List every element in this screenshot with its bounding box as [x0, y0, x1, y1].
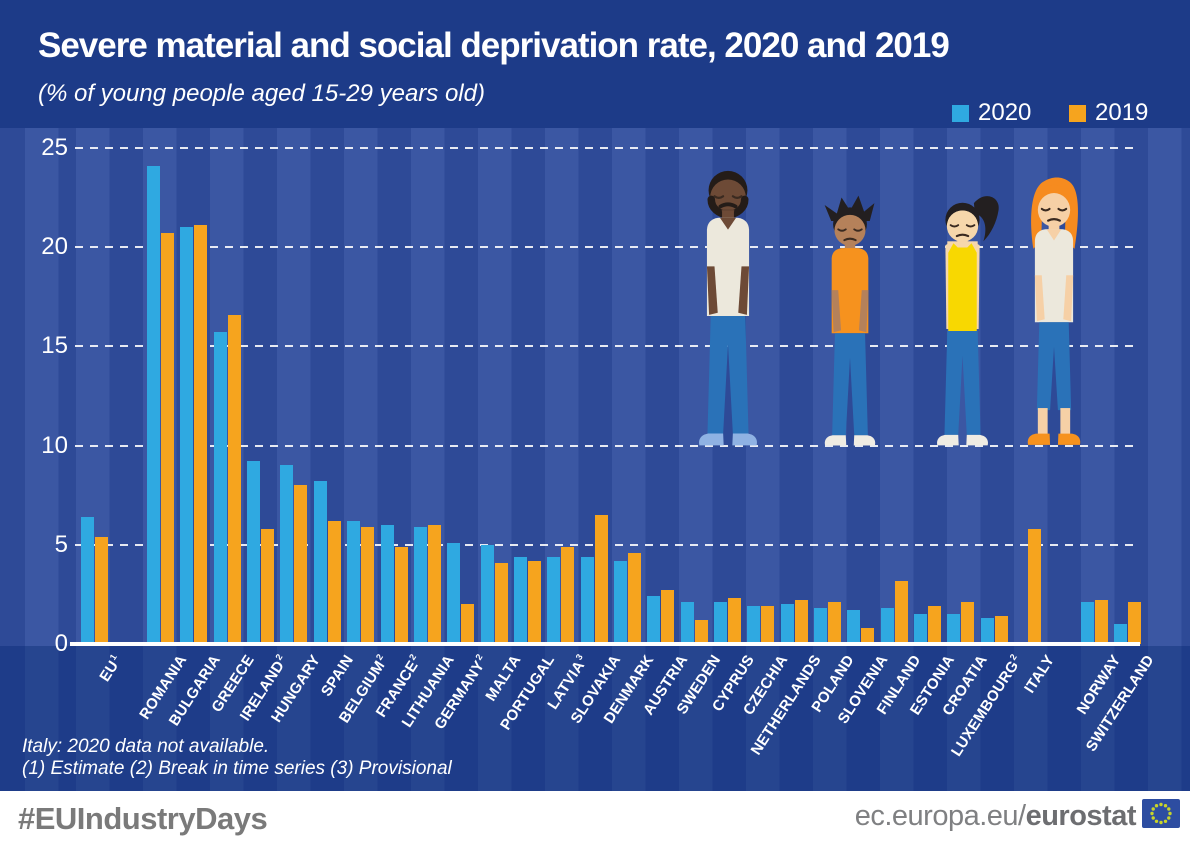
bar-2019-portugal	[527, 560, 541, 644]
url-regular-part: ec.europa.eu/	[854, 799, 1026, 832]
legend-swatch-2019	[1069, 104, 1086, 122]
y-tick-5: 5	[54, 530, 68, 558]
bar-2020-france	[380, 524, 394, 644]
bar-2019-switzerland	[1127, 602, 1141, 644]
bar-2020-croatia	[947, 614, 961, 644]
bar-2019-estonia	[928, 606, 942, 644]
bar-2019-ireland	[261, 528, 275, 644]
person-young-woman-orange-hair	[1005, 167, 1103, 458]
eu-flag-icon	[1142, 799, 1180, 833]
axis-label-striped-background	[0, 646, 1190, 791]
bar-2019-slovakia	[594, 515, 608, 644]
gridline-25	[75, 146, 1140, 149]
bar-2019-cyprus	[728, 598, 741, 644]
bar-2020-denmark	[613, 560, 627, 644]
bar-2019-hungary	[294, 485, 308, 644]
bar-2020-ireland	[247, 461, 261, 644]
page-title: Severe material and social deprivation r…	[38, 26, 950, 65]
y-tick-10: 10	[41, 431, 68, 459]
bar-2020-malta	[480, 544, 494, 645]
bar-2019-austria	[661, 590, 675, 644]
page-subtitle: (% of young people aged 15-29 years old)	[38, 80, 485, 107]
bar-2020-lithuania	[413, 526, 427, 644]
y-tick-15: 15	[41, 332, 68, 360]
bar-2019-greece	[227, 314, 241, 644]
y-tick-25: 25	[41, 133, 68, 161]
bar-2019-latvia	[561, 546, 575, 644]
gridline-10	[75, 444, 1140, 447]
bar-2019-luxembourg	[994, 616, 1008, 644]
bar-2019-poland	[828, 602, 841, 644]
person-girl-ponytail	[915, 186, 1010, 458]
bar-2020-slovenia	[847, 610, 861, 644]
footer-branding: ec.europa.eu/eurostat	[855, 799, 1180, 833]
bar-2019-denmark	[627, 552, 641, 644]
eurostat-url: ec.europa.eu/eurostat	[854, 799, 1137, 833]
bar-2019-malta	[494, 562, 508, 644]
bar-2019-romania	[161, 233, 174, 644]
bar-2019-croatia	[961, 602, 975, 644]
bar-2020-slovakia	[580, 556, 594, 644]
bar-2019-france	[394, 546, 408, 644]
bar-2019-czechia	[761, 606, 775, 644]
bar-2019-netherlands	[794, 600, 808, 644]
bar-2020-spain	[313, 481, 327, 644]
footnote-flags: (1) Estimate (2) Break in time series (3…	[22, 758, 452, 779]
bar-2020-netherlands	[780, 604, 794, 644]
legend-swatch-2020	[952, 104, 969, 122]
bar-2019-slovenia	[861, 628, 875, 644]
bar-2019-eu	[94, 536, 108, 644]
bar-2020-austria	[647, 596, 661, 644]
y-tick-0: 0	[54, 630, 68, 657]
bar-2020-bulgaria	[180, 227, 194, 644]
bar-2020-hungary	[280, 465, 294, 645]
legend-item-2019: 2019	[1069, 99, 1148, 127]
url-bold-part: eurostat	[1025, 799, 1137, 832]
bar-2019-spain	[327, 520, 341, 644]
bar-2020-switzerland	[1113, 624, 1127, 644]
gridline-5	[75, 543, 1140, 546]
y-tick-20: 20	[41, 233, 68, 260]
bar-2020-norway	[1080, 602, 1094, 644]
bar-2020-eu	[80, 517, 94, 644]
gridline-15	[75, 345, 1140, 348]
person-teen-boy-spiky-hair	[803, 191, 897, 458]
bar-2020-czechia	[747, 606, 761, 644]
bar-2019-germany	[461, 604, 475, 644]
bar-2020-estonia	[914, 614, 928, 644]
bar-2020-romania	[147, 165, 160, 644]
legend-label-2020: 2020	[978, 99, 1032, 126]
bar-2019-lithuania	[427, 524, 441, 644]
bar-2020-germany	[447, 542, 461, 644]
bar-2020-sweden	[680, 602, 694, 644]
footer-strip	[0, 791, 1190, 842]
bar-2020-latvia	[547, 556, 561, 644]
legend-item-2020: 2020	[952, 99, 1031, 127]
bar-2020-cyprus	[714, 602, 727, 644]
bar-2020-luxembourg	[980, 618, 994, 644]
bar-2019-norway	[1094, 600, 1108, 644]
bar-2020-greece	[213, 332, 227, 644]
bar-2019-bulgaria	[194, 225, 208, 644]
bar-2020-belgium	[347, 520, 361, 644]
footnote-italy: Italy: 2020 data not available.	[22, 736, 270, 757]
bar-2020-finland	[880, 608, 894, 644]
bar-2019-sweden	[694, 620, 708, 644]
legend-label-2019: 2019	[1095, 99, 1149, 126]
bar-2020-portugal	[513, 556, 527, 644]
bar-2020-poland	[814, 608, 827, 644]
x-axis-line	[70, 641, 1140, 646]
bar-2019-finland	[894, 580, 908, 644]
footer-hashtag: #EUIndustryDays	[18, 801, 268, 836]
bar-2019-belgium	[361, 526, 375, 644]
person-young-man-beard	[674, 152, 782, 459]
gridline-20	[75, 246, 1140, 248]
bar-2019-italy	[1028, 528, 1042, 644]
